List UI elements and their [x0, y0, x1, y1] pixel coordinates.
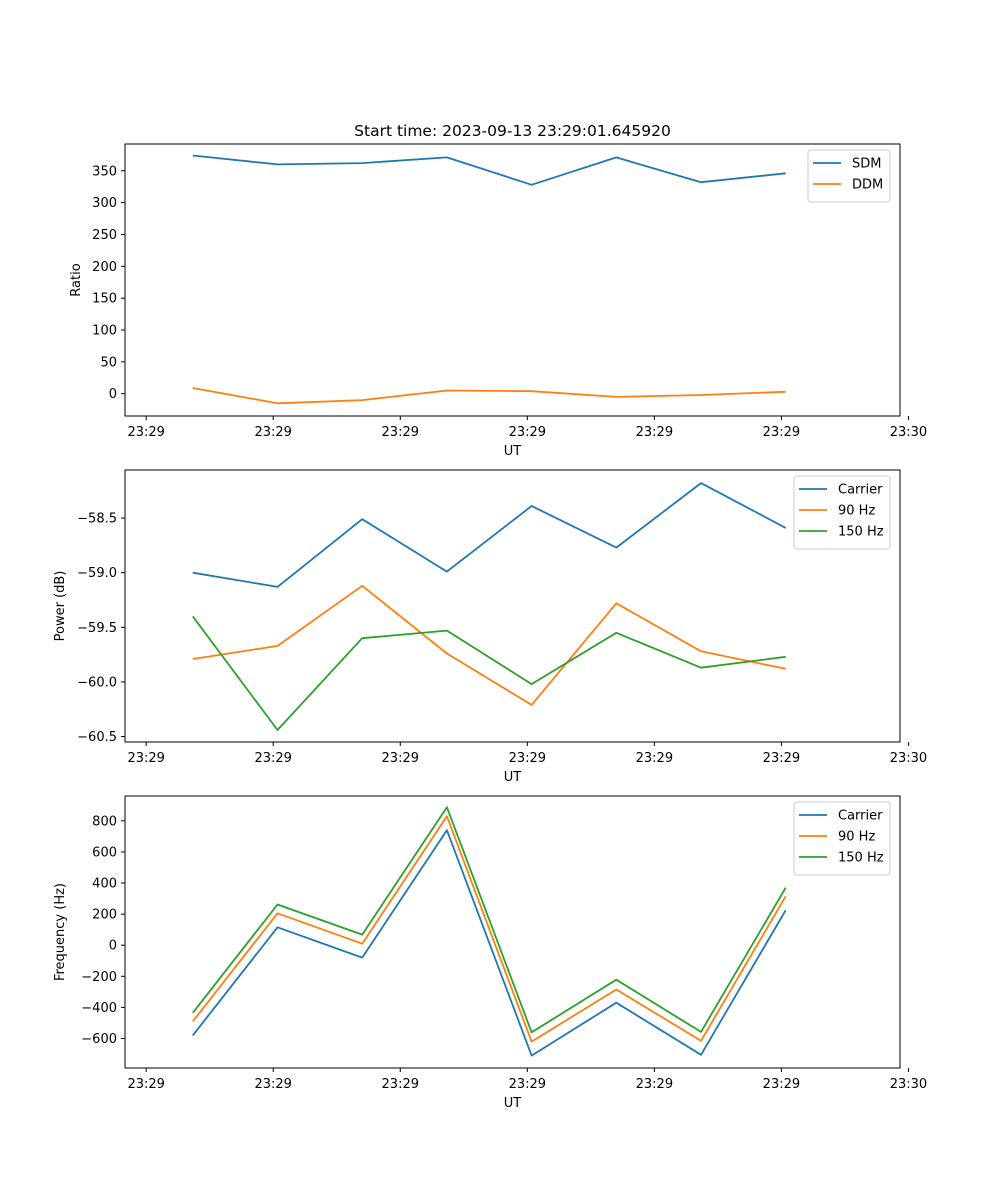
- x-tick-label-2-0: 23:29: [127, 1077, 164, 1092]
- y-tick-label-0-5: 250: [92, 228, 117, 243]
- legend-label-1-1: 90 Hz: [838, 504, 875, 519]
- y-tick-label-2-0: −600: [81, 1032, 117, 1047]
- x-tick-label-1-4: 23:29: [636, 751, 673, 766]
- y-axis-title-2: Frequency (Hz): [53, 883, 68, 981]
- x-tick-label-1-1: 23:29: [254, 751, 291, 766]
- x-tick-label-0-1: 23:29: [254, 425, 291, 440]
- axes-frame-2: [124, 795, 901, 1069]
- y-tick-label-0-4: 200: [92, 260, 117, 275]
- x-axis-title-2: UT: [504, 1096, 522, 1111]
- x-tick-label-2-6: 23:30: [890, 1077, 927, 1092]
- x-tick-label-0-6: 23:30: [890, 425, 927, 440]
- y-tick-label-0-1: 50: [100, 355, 117, 370]
- y-tick-label-2-1: −400: [81, 1001, 117, 1016]
- series-line-2-0: [192, 829, 787, 1057]
- legend-label-0-0: SDM: [852, 157, 881, 172]
- x-tick-label-0-2: 23:29: [382, 425, 419, 440]
- x-tick-label-2-1: 23:29: [254, 1077, 291, 1092]
- y-tick-label-0-0: 0: [109, 387, 117, 402]
- x-tick-label-1-0: 23:29: [127, 751, 164, 766]
- axes-frame-0: [124, 143, 901, 417]
- axes-frame-1: [124, 469, 901, 743]
- legend-label-2-1: 90 Hz: [838, 830, 875, 845]
- y-tick-label-0-6: 300: [92, 196, 117, 211]
- x-tick-label-0-0: 23:29: [127, 425, 164, 440]
- series-line-1-0: [192, 482, 787, 588]
- y-tick-label-2-6: 600: [92, 845, 117, 860]
- y-tick-label-1-3: −59.0: [77, 566, 117, 581]
- y-tick-label-2-7: 800: [92, 814, 117, 829]
- x-tick-label-2-5: 23:29: [763, 1077, 800, 1092]
- series-line-0-0: [192, 154, 786, 186]
- y-tick-label-1-4: −58.5: [77, 512, 117, 527]
- legend-label-1-2: 150 Hz: [838, 525, 884, 540]
- x-tick-label-2-4: 23:29: [636, 1077, 673, 1092]
- y-tick-label-0-2: 100: [92, 324, 117, 339]
- series-line-2-2: [192, 806, 787, 1034]
- x-tick-label-2-2: 23:29: [382, 1077, 419, 1092]
- legend-label-2-2: 150 Hz: [838, 851, 884, 866]
- y-tick-label-0-7: 350: [92, 164, 117, 179]
- x-tick-label-0-4: 23:29: [636, 425, 673, 440]
- series-line-1-1: [192, 584, 786, 706]
- y-tick-label-2-4: 200: [92, 908, 117, 923]
- legend-label-1-0: Carrier: [838, 483, 883, 498]
- x-tick-label-1-5: 23:29: [763, 751, 800, 766]
- y-tick-label-1-0: −60.5: [77, 730, 117, 745]
- x-tick-label-1-6: 23:30: [890, 751, 927, 766]
- x-tick-label-1-3: 23:29: [509, 751, 546, 766]
- y-tick-label-0-3: 150: [92, 292, 117, 307]
- y-axis-title-1: Power (dB): [53, 571, 68, 642]
- x-axis-title-0: UT: [504, 444, 522, 459]
- y-tick-label-1-2: −59.5: [77, 621, 117, 636]
- x-tick-label-2-3: 23:29: [509, 1077, 546, 1092]
- legend-label-0-1: DDM: [852, 178, 883, 193]
- y-tick-label-2-2: −200: [81, 970, 117, 985]
- y-tick-label-2-3: 0: [109, 939, 117, 954]
- y-tick-label-2-5: 400: [92, 877, 117, 892]
- series-line-2-1: [192, 815, 787, 1043]
- legend-label-2-0: Carrier: [838, 809, 883, 824]
- y-axis-title-0: Ratio: [69, 263, 84, 296]
- series-line-0-1: [192, 387, 786, 405]
- x-tick-label-0-3: 23:29: [509, 425, 546, 440]
- x-tick-label-0-5: 23:29: [763, 425, 800, 440]
- y-tick-label-1-1: −60.0: [77, 675, 117, 690]
- x-tick-label-1-2: 23:29: [382, 751, 419, 766]
- chart-title-0: Start time: 2023-09-13 23:29:01.645920: [354, 122, 671, 140]
- series-line-1-2: [192, 615, 786, 731]
- x-axis-title-1: UT: [504, 770, 522, 785]
